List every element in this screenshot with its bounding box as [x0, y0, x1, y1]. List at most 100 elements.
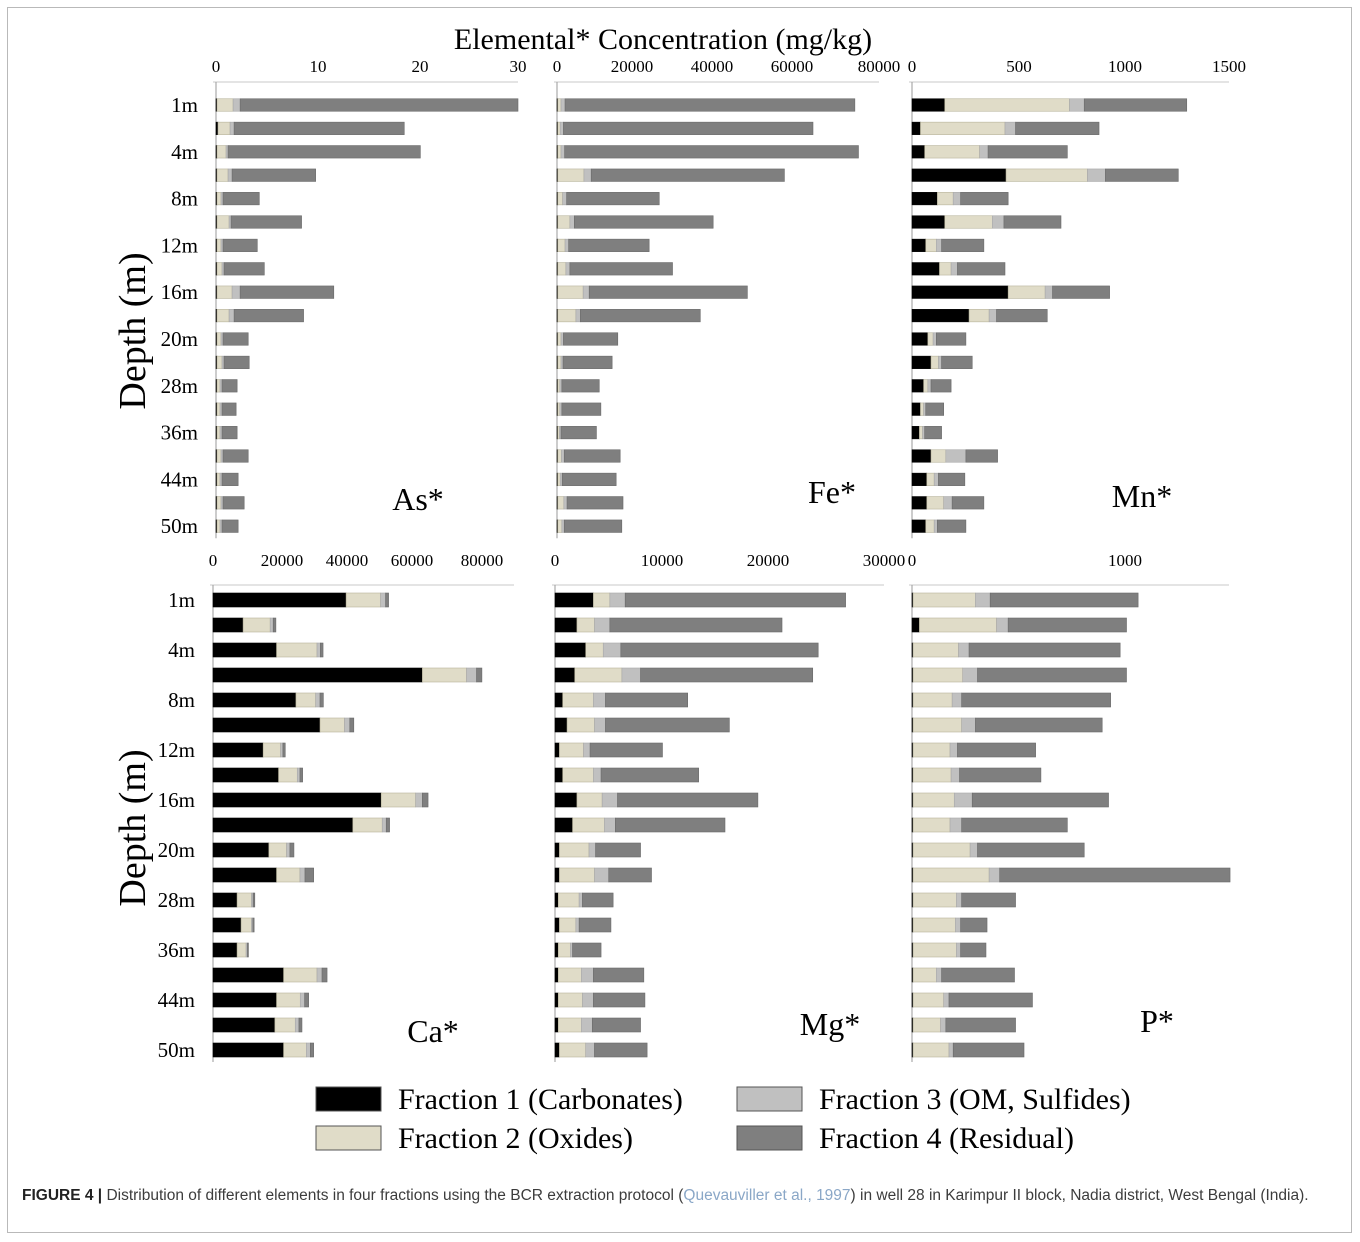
legend-label: Fraction 4 (Residual): [819, 1122, 1074, 1155]
panel-mg: 0 10000 20000 30000 Mg*: [551, 551, 905, 1062]
bar-segment-p-fraction-3: [956, 892, 962, 908]
bar-segment-ca-fraction-1: [212, 1017, 276, 1033]
bar-segment-mn-fraction-2: [920, 402, 924, 416]
bar-segment-as-fraction-4: [221, 426, 238, 440]
bar-segment-p-fraction-3: [940, 1017, 947, 1033]
x-tick-label: 20: [412, 57, 429, 76]
bar-segment-fe-fraction-3: [559, 402, 563, 416]
bar-segment-mn-fraction-3: [923, 402, 927, 416]
bar-segment-as-fraction-2: [216, 379, 221, 393]
bar-segment-as-fraction-2: [216, 145, 227, 159]
bar-segment-mn-fraction-1: [911, 192, 938, 206]
bar-segment-p-fraction-3: [935, 967, 942, 983]
bar-segment-p-fraction-4: [975, 717, 1103, 733]
bar-segment-as-fraction-3: [220, 192, 224, 206]
depth-tick-label: 4m: [168, 638, 195, 662]
bar-segment-as-fraction-3: [228, 309, 235, 323]
x-tick-label: 1000: [1108, 551, 1142, 570]
element-label: Mn*: [1112, 478, 1172, 514]
bar-segment-mg-fraction-1: [554, 942, 559, 958]
x-tick-label: 0: [908, 57, 917, 76]
bar-segment-ca-fraction-1: [212, 1042, 284, 1058]
bar-segment-p-fraction-2: [912, 1017, 941, 1033]
bar-segment-fe-fraction-2: [557, 472, 561, 486]
bar-segment-p-fraction-3: [975, 592, 991, 608]
depth-tick-label: 12m: [161, 233, 198, 257]
depth-tick-label: 1m: [168, 588, 195, 612]
bar-segment-mg-fraction-4: [617, 792, 759, 808]
bar-segment-ca-fraction-4: [252, 892, 256, 908]
bar-segment-fe-fraction-3: [559, 472, 563, 486]
bar-segment-p-fraction-4: [945, 1017, 1016, 1033]
bar-segment-mn-fraction-2: [925, 519, 935, 533]
bar-segment-mg-fraction-4: [593, 967, 645, 983]
bar-segment-mg-fraction-2: [559, 742, 584, 758]
bar-segment-mg-fraction-4: [589, 742, 663, 758]
bar-segment-mg-fraction-2: [557, 892, 580, 908]
bar-segment-mn-fraction-4: [938, 472, 966, 486]
bar-segment-mg-fraction-4: [594, 1042, 648, 1058]
bar-segment-p-fraction-4: [948, 992, 1033, 1008]
bar-segment-mn-fraction-4: [937, 519, 967, 533]
panel-p: 0 1000 P*: [908, 551, 1231, 1062]
bar-segment-ca-fraction-2: [345, 592, 381, 608]
bar-segment-fe-fraction-4: [562, 355, 613, 369]
bar-segment-as-fraction-2: [216, 472, 221, 486]
legend-item: Fraction 2 (Oxides): [315, 1122, 633, 1155]
bar-segment-p-fraction-4: [952, 1042, 1025, 1058]
x-tick-label: 1500: [1212, 57, 1246, 76]
bar-segment-mg-fraction-2: [562, 767, 594, 783]
bar-segment-mg-fraction-2: [572, 817, 605, 833]
bar-segment-mn-fraction-3: [922, 426, 925, 440]
bar-segment-fe-fraction-4: [569, 262, 673, 276]
bar-segment-mn-fraction-2: [926, 472, 935, 486]
bar-segment-p-fraction-2: [912, 667, 964, 683]
bar-segment-as-fraction-3: [220, 332, 224, 346]
bar-segment-fe-fraction-2: [557, 355, 562, 369]
bar-segment-ca-fraction-1: [212, 792, 382, 808]
x-tick-label: 0: [209, 551, 218, 570]
bar-segment-as-fraction-3: [227, 168, 233, 182]
bar-segment-fe-fraction-3: [560, 145, 565, 159]
bar-segment-mg-fraction-3: [601, 792, 618, 808]
bar-segment-mg-fraction-2: [562, 692, 594, 708]
bar-segment-as-fraction-2: [216, 309, 230, 323]
bar-segment-mg-fraction-3: [581, 967, 594, 983]
bar-segment-mg-fraction-1: [554, 642, 587, 658]
bar-segment-mg-fraction-4: [593, 992, 646, 1008]
bar-segment-ca-fraction-2: [274, 1017, 296, 1033]
bar-segment-ca-fraction-3: [269, 617, 274, 633]
bar-segment-as-fraction-2: [216, 332, 222, 346]
bar-segment-mg-fraction-1: [554, 692, 563, 708]
bar-segment-p-fraction-3: [969, 842, 978, 858]
bar-segment-ca-fraction-3: [380, 592, 386, 608]
bar-segment-fe-fraction-2: [557, 285, 584, 299]
x-tick-label: 10: [310, 57, 327, 76]
bar-segment-fe-fraction-3: [560, 98, 566, 112]
bar-segment-ca-fraction-1: [212, 592, 347, 608]
bar-segment-fe-fraction-4: [563, 121, 814, 135]
bar-segment-as-fraction-4: [233, 309, 304, 323]
bar-segment-mn-fraction-2: [1005, 168, 1088, 182]
bar-segment-p-fraction-4: [971, 792, 1109, 808]
bar-segment-fe-fraction-2: [557, 402, 561, 416]
bar-segment-ca-fraction-2: [283, 967, 318, 983]
x-tick-label: 40000: [691, 57, 734, 76]
bar-segment-mg-fraction-3: [604, 817, 616, 833]
bar-segment-mg-fraction-4: [572, 942, 602, 958]
bar-segment-as-fraction-2: [216, 98, 234, 112]
caption-citation-link[interactable]: Quevauviller et al., 1997: [683, 1187, 851, 1204]
bar-segment-as-fraction-3: [229, 121, 235, 135]
bar-segment-ca-fraction-4: [476, 667, 483, 683]
bar-segment-as-fraction-4: [222, 238, 258, 252]
bar-segment-as-fraction-4: [222, 449, 249, 463]
bar-segment-mg-fraction-1: [554, 967, 559, 983]
bar-segment-as-fraction-3: [221, 262, 225, 276]
bar-segment-fe-fraction-4: [563, 519, 623, 533]
bar-segment-ca-fraction-1: [212, 717, 321, 733]
bar-segment-ca-fraction-3: [296, 767, 301, 783]
bar-segment-fe-fraction-4: [568, 238, 650, 252]
bar-segment-fe-fraction-2: [557, 168, 585, 182]
bar-segment-ca-fraction-4: [422, 792, 429, 808]
chart-panels: 0 10 20 30 As* 0 20000 40000 60000 80000 Fe* 0 500 10…: [209, 57, 1246, 1062]
